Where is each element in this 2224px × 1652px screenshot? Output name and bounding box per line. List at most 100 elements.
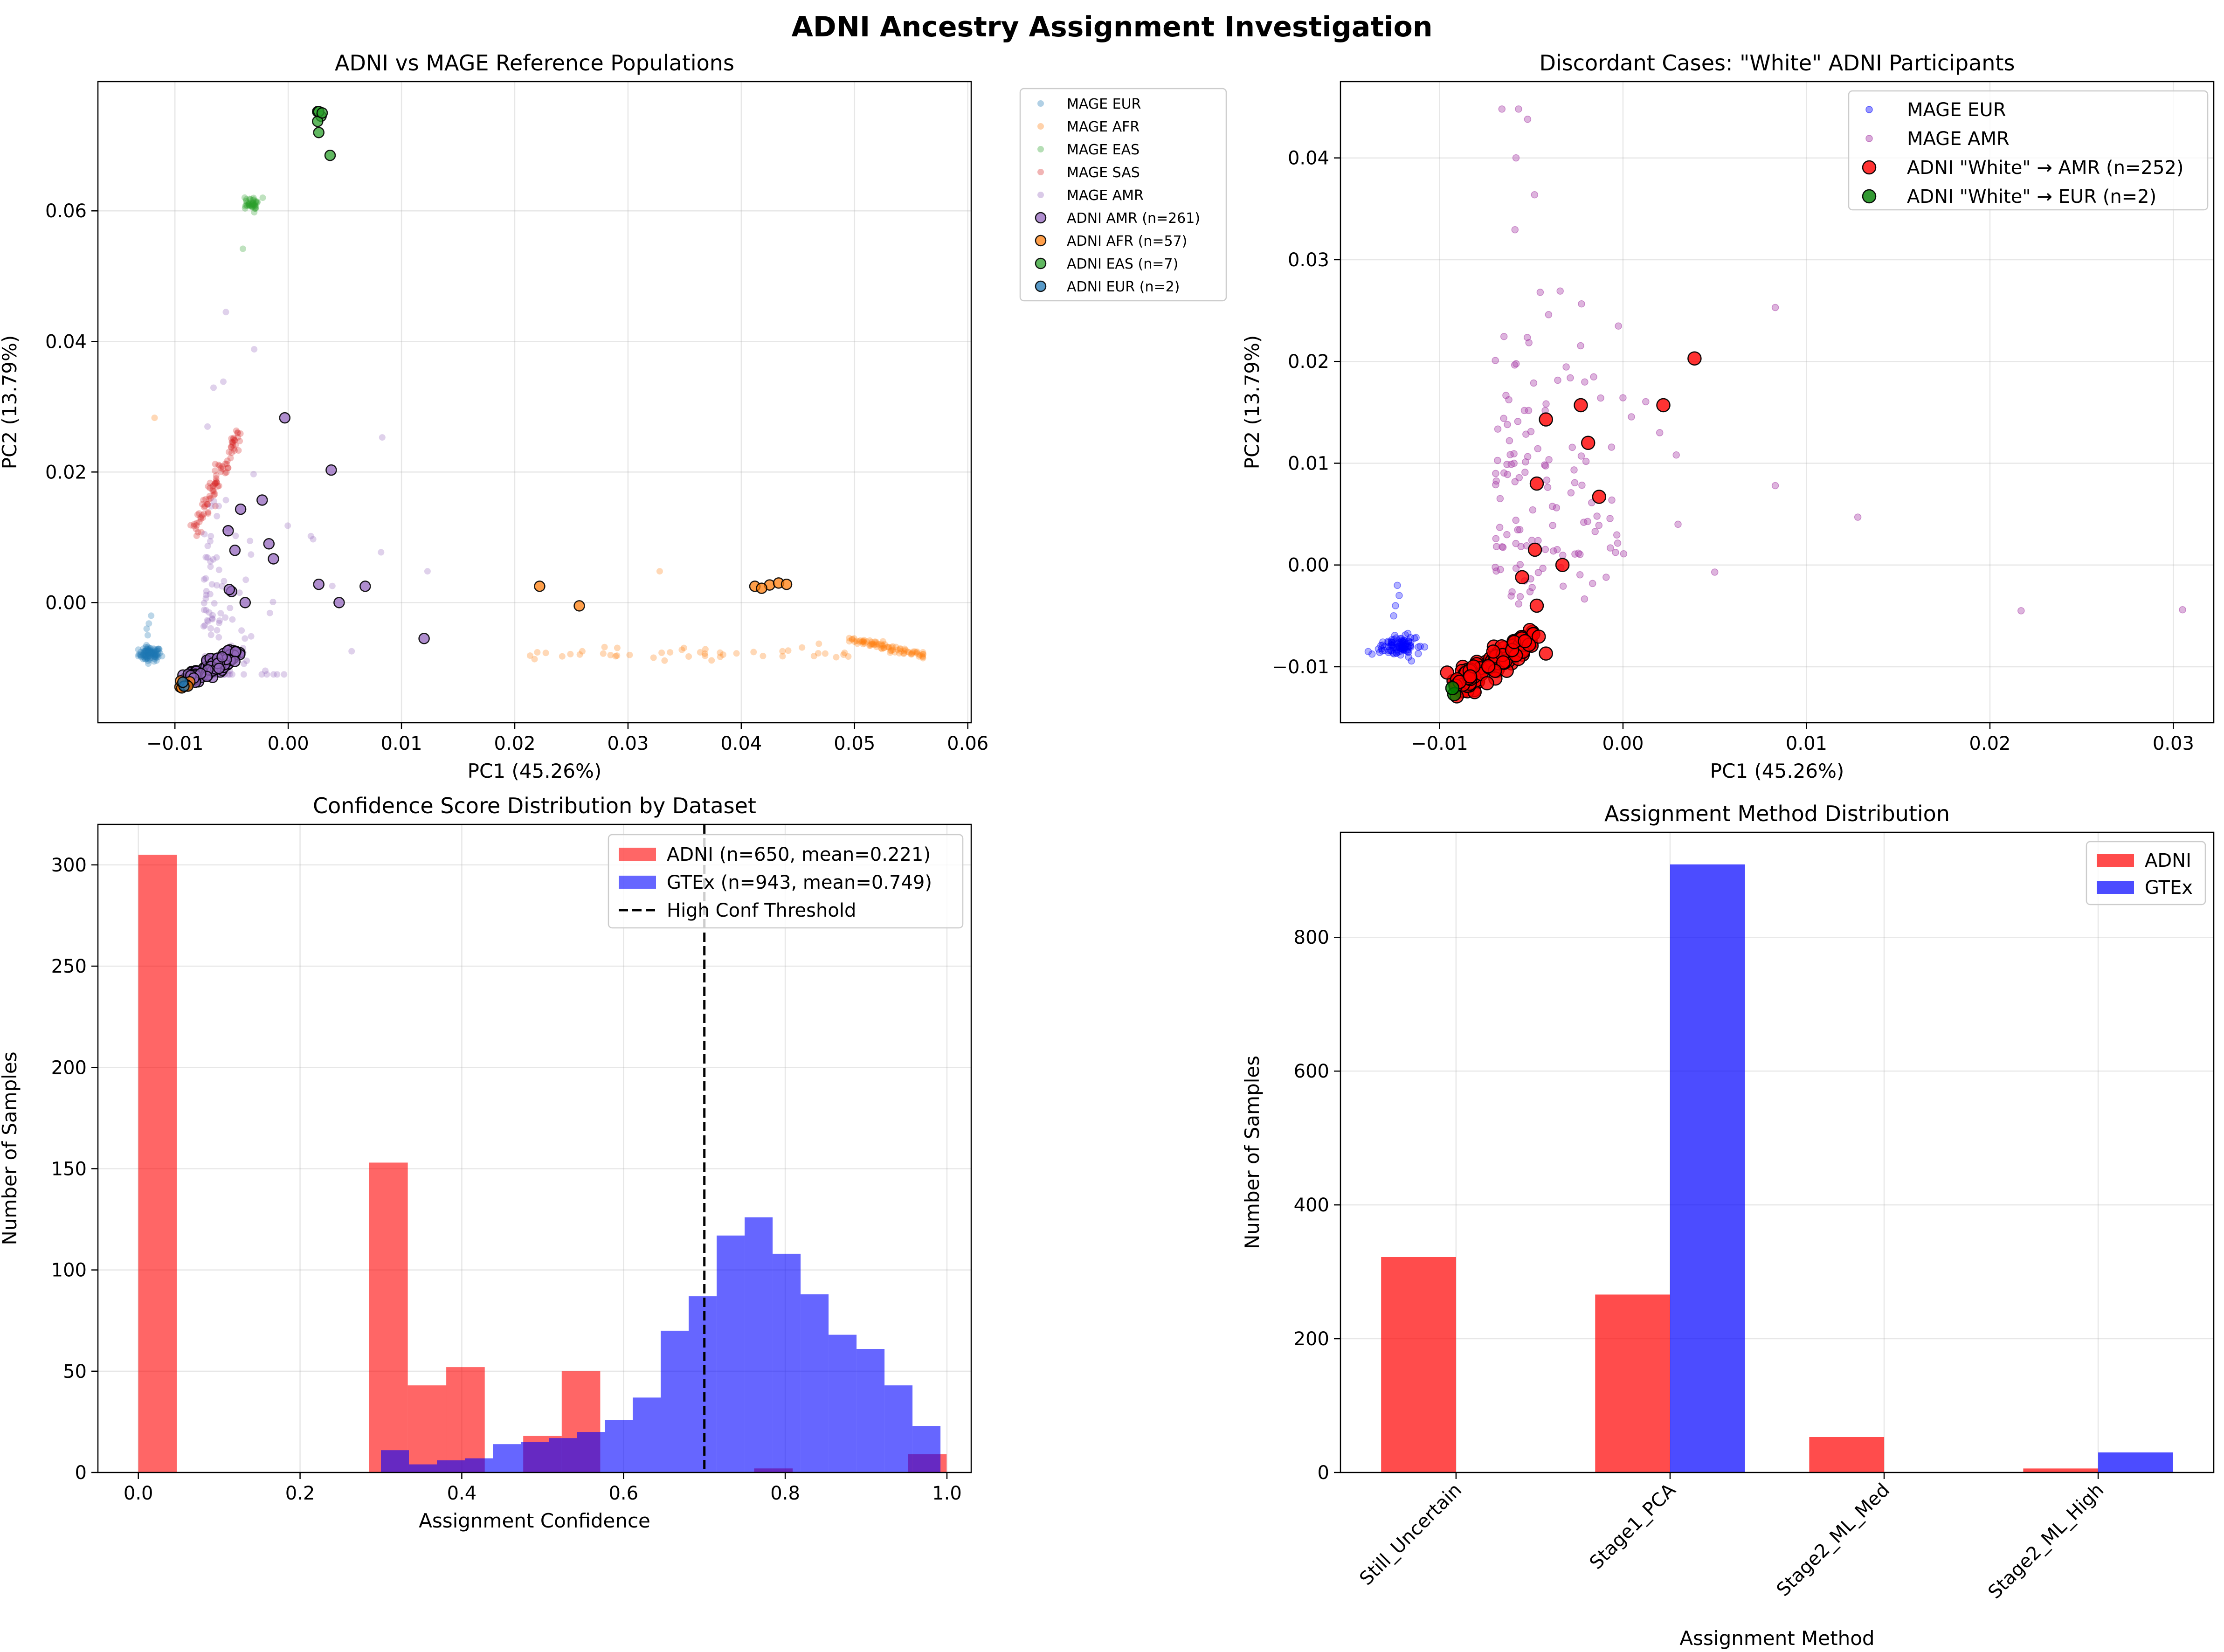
mage-amr-point (242, 576, 249, 583)
mage-amr-point (1612, 549, 1619, 556)
mage-eur-point (155, 653, 162, 660)
mage-eur-point (140, 656, 146, 663)
mage-amr-point (207, 625, 214, 632)
gtex-histogram-bar (577, 1432, 605, 1472)
mage-eur-point (1403, 643, 1411, 650)
mage-amr-point (1494, 425, 1502, 433)
mage-afr-point (910, 648, 917, 655)
mage-afr-point (861, 638, 868, 645)
mage-eas-point (248, 202, 254, 209)
mage-eas-point (246, 200, 253, 206)
mage-afr-point (867, 641, 874, 648)
mage-amr-point (215, 503, 222, 510)
adni-white-amr-point (1481, 659, 1496, 674)
mage-amr-point (242, 635, 249, 642)
mage-sas-point (205, 483, 212, 490)
mage-eur-point (1388, 639, 1395, 647)
mage-afr-point (667, 649, 674, 656)
mage-eur-point (152, 651, 159, 658)
mage-eur-point (148, 649, 155, 656)
mage-eur-point (157, 650, 164, 657)
mage-amr-point (263, 671, 270, 678)
mage-afr-point (151, 415, 158, 422)
mage-eas-point (246, 201, 253, 208)
gtex-histogram-bar (884, 1385, 913, 1472)
mage-eas-point (241, 194, 248, 201)
mage-eur-point (142, 656, 149, 663)
mage-sas-point (228, 449, 235, 456)
mage-amr-point (208, 615, 215, 622)
mage-eur-point (1389, 643, 1397, 650)
mage-sas-point (222, 470, 228, 477)
mage-eur-point (1407, 643, 1415, 651)
adni-histogram-bar (408, 1385, 447, 1472)
mage-sas-point (204, 501, 211, 508)
mage-amr-point (220, 378, 227, 385)
mage-eas-point (246, 202, 253, 209)
mage-eur-point (1385, 649, 1392, 657)
gtex-histogram-bar (633, 1397, 661, 1472)
mage-amr-point (1672, 451, 1680, 459)
mage-eur-point (1396, 641, 1404, 649)
x-tick-label: −0.01 (146, 733, 204, 754)
mage-afr-point (866, 643, 873, 649)
adni-histogram-bar (369, 1162, 408, 1472)
mage-amr-point (1545, 311, 1553, 318)
mage-amr-point (1595, 521, 1603, 529)
mage-eas-point (249, 200, 256, 207)
mage-amr-point (219, 583, 225, 590)
mage-eur-point (144, 655, 151, 662)
mage-eur-point (1402, 631, 1409, 639)
mage-eur-point (156, 646, 163, 652)
mage-afr-point (871, 638, 878, 645)
mage-afr-point (878, 645, 885, 652)
mage-sas-point (213, 479, 220, 486)
gtex-bar (2098, 1452, 2173, 1472)
mage-afr-point (913, 648, 920, 655)
mage-amr-point (1593, 512, 1601, 520)
mage-sas-point (226, 449, 233, 456)
gtex-histogram-bar (801, 1294, 829, 1473)
mage-amr-point (1549, 547, 1557, 555)
mage-amr-point (1582, 457, 1590, 465)
mage-amr-point (1500, 415, 1507, 422)
y-tick-label: 0.01 (1288, 453, 1329, 474)
mage-afr-point (887, 648, 894, 655)
mage-amr-point (1578, 481, 1586, 489)
mage-eas-point (245, 201, 252, 208)
mage-afr-point (685, 653, 692, 660)
mage-amr-point (1520, 407, 1528, 415)
x-tick-label: −0.01 (1411, 733, 1468, 754)
y-tick-label: 250 (51, 956, 87, 977)
mage-eur-point (1379, 641, 1387, 649)
mage-afr-point (894, 646, 901, 653)
mage-eur-point (1401, 644, 1408, 652)
mage-afr-point (650, 654, 657, 661)
mage-eas-point (252, 202, 259, 209)
mage-eur-point (1377, 642, 1385, 650)
pca-reference-panel: −0.01 0.00 0.01 0.02 0.03 0.04 0.05 0.06 0.00 0.0… (0, 50, 1227, 782)
adni-bar (1381, 1257, 1456, 1472)
adni-afr-point (573, 600, 585, 612)
mage-afr-point (559, 653, 566, 660)
mage-eur-point (1407, 638, 1415, 646)
mage-amr-point (240, 671, 247, 678)
mage-eur-point (1421, 643, 1429, 651)
mage-eur-point (152, 653, 159, 660)
mage-amr-point (1504, 470, 1511, 478)
mage-amr-point (1522, 430, 1530, 438)
mage-eur-point (142, 644, 149, 651)
mage-afr-point (888, 644, 895, 651)
mage-sas-point (227, 455, 234, 462)
mage-eur-point (1392, 644, 1400, 651)
mage-amr-point (1498, 105, 1506, 113)
mage-amr-point (1642, 398, 1650, 406)
mage-amr-point (204, 554, 211, 561)
y-tick-label: 800 (1294, 927, 1329, 948)
mage-eur-point (1400, 636, 1408, 644)
mage-afr-point (919, 653, 926, 660)
mage-eur-point (143, 625, 150, 632)
mage-eas-point (246, 195, 253, 202)
mage-amr-point (201, 622, 208, 629)
mage-eur-point (1395, 648, 1402, 656)
